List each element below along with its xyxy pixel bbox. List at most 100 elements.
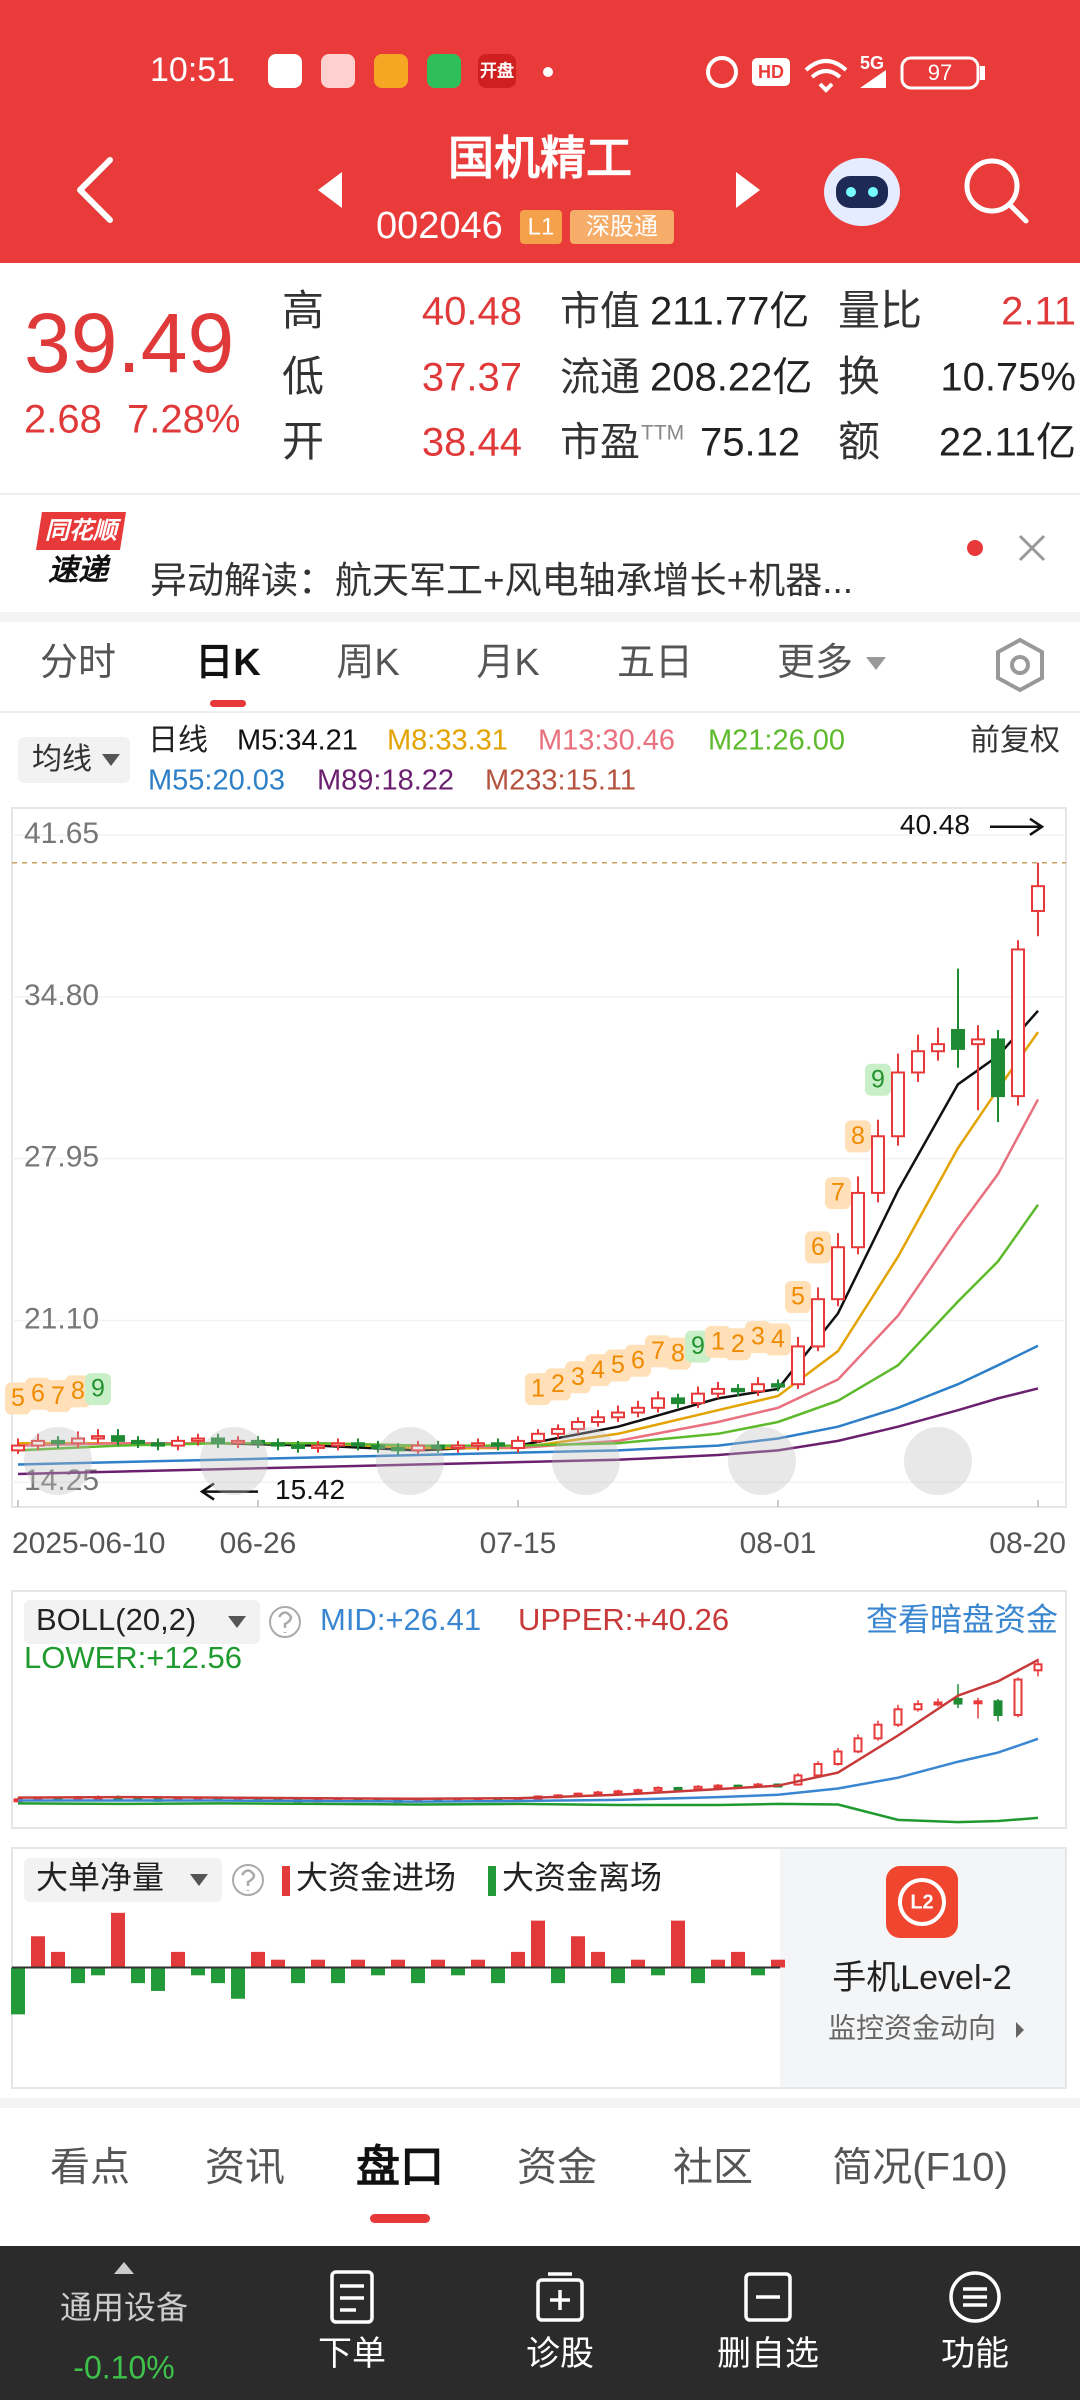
nav-item[interactable]: 功能	[941, 2335, 1009, 2373]
candle-body	[511, 1439, 525, 1449]
settings-button[interactable]	[996, 637, 1044, 693]
td-count: 7	[51, 1382, 65, 1410]
ma-legend: M55:20.03	[148, 765, 285, 797]
search-button[interactable]	[964, 158, 1020, 214]
td-count: 3	[751, 1323, 765, 1351]
td-tag	[565, 1361, 591, 1394]
menu-icon-lines	[963, 2287, 987, 2307]
help-icon[interactable]	[269, 1606, 301, 1638]
flow-bar	[731, 1951, 745, 1968]
flow-title: 大单净量	[36, 1859, 164, 1895]
candle-body	[591, 1416, 605, 1423]
sector-name[interactable]: 通用设备	[60, 2289, 188, 2325]
stat-value: 211.77亿	[650, 290, 809, 334]
nav-item[interactable]: 删自选	[717, 2335, 819, 2373]
help-icon[interactable]	[232, 1864, 264, 1896]
flow-bar	[111, 1912, 125, 1968]
td-count: 2	[731, 1330, 745, 1358]
td-count: 1	[531, 1375, 545, 1403]
candle-body	[973, 1700, 983, 1705]
chart-control[interactable]	[728, 1427, 796, 1495]
bottom-tab[interactable]: 资讯	[205, 2146, 285, 2190]
tab[interactable]: 分时	[40, 642, 116, 684]
chart-control[interactable]	[904, 1427, 972, 1495]
tab[interactable]: 更多	[777, 642, 853, 684]
adjust-label[interactable]: 前复权	[970, 724, 1060, 757]
bottom-tab[interactable]: 看点	[50, 2146, 130, 2190]
candle-body	[631, 1406, 645, 1414]
stat-label: 高	[282, 287, 324, 334]
change-pct: 7.28%	[127, 398, 240, 442]
chart-control[interactable]	[200, 1427, 268, 1495]
bottom-tab[interactable]: 盘口	[356, 2143, 444, 2192]
candle-body	[971, 1038, 985, 1046]
hd-badge	[752, 58, 790, 86]
price: 39.49	[24, 296, 234, 390]
news-close[interactable]	[1018, 534, 1046, 562]
chart-control[interactable]	[376, 1427, 444, 1495]
status-icon	[321, 54, 355, 88]
chart-control[interactable]	[552, 1427, 620, 1495]
x-tick-label: 08-20	[989, 1527, 1066, 1560]
net-text: 5G	[860, 53, 884, 73]
nav-item[interactable]: 下单	[318, 2335, 386, 2373]
nav-bg	[0, 2246, 1080, 2400]
menu-icon	[949, 2271, 1001, 2323]
td-count: 9	[871, 1065, 885, 1093]
td-tag	[625, 1344, 651, 1377]
candle-body	[111, 1435, 125, 1442]
candle-body	[673, 1786, 683, 1791]
td-tag	[705, 1325, 731, 1358]
candle-body	[931, 1043, 945, 1053]
candle-body	[451, 1444, 465, 1449]
kline-frame	[11, 807, 1067, 1508]
td-tag	[825, 1177, 851, 1210]
ma-button[interactable]	[18, 737, 130, 783]
tab[interactable]: 日K	[195, 642, 261, 684]
dark-pool-link[interactable]: 查看暗盘资金	[866, 1601, 1058, 1637]
change: 2.68	[24, 398, 102, 442]
stat-value: 2.11	[1001, 290, 1076, 334]
candle-body	[1033, 1663, 1043, 1672]
candle-body	[991, 1038, 1005, 1098]
stat-value: 40.48	[422, 290, 522, 334]
flow-bar	[711, 1959, 725, 1968]
bottom-tab[interactable]: 社区	[673, 2146, 753, 2190]
candle-body	[833, 1750, 843, 1766]
tab[interactable]: 月K	[476, 642, 539, 684]
promo-icon-ring	[898, 1878, 946, 1926]
chart-control[interactable]	[24, 1427, 92, 1495]
candle-body	[411, 1444, 425, 1452]
td-tag	[525, 1373, 551, 1406]
tab[interactable]: 五日	[617, 642, 693, 684]
td-tag	[545, 1368, 571, 1401]
boll-arrow	[228, 1616, 246, 1628]
tab[interactable]: 周K	[336, 642, 399, 684]
flow-button[interactable]	[24, 1858, 222, 1902]
help-mark	[240, 1869, 256, 1891]
bottom-tab[interactable]: 简况(F10)	[832, 2146, 1008, 2190]
news-text[interactable]: 异动解读：航天军工+风电轴承增长+机器...	[150, 560, 853, 601]
boll-line	[17, 1658, 1039, 1801]
boll-button[interactable]	[24, 1600, 260, 1644]
candle-body	[771, 1383, 785, 1388]
candle-body	[933, 1701, 943, 1706]
td-count: 2	[551, 1370, 565, 1398]
flow-bar	[11, 1967, 25, 2015]
period-label: 日线	[148, 724, 208, 757]
back-button[interactable]	[77, 157, 113, 223]
flow-bar	[331, 1967, 345, 1984]
status-icon	[268, 54, 302, 88]
help-mark	[277, 1611, 293, 1633]
next-stock[interactable]	[736, 172, 760, 208]
flow-bar	[671, 1920, 685, 1968]
ma-legend: M233:15.11	[485, 765, 636, 797]
td-tag	[45, 1380, 71, 1413]
flow-bar	[291, 1967, 305, 1984]
prev-stock[interactable]	[318, 172, 342, 208]
nav-item[interactable]: 诊股	[526, 2335, 594, 2373]
bottom-tab[interactable]: 资金	[517, 2146, 597, 2190]
news-logo-text: 速递	[48, 554, 111, 587]
td-tag	[5, 1382, 31, 1415]
x-tick-label: 08-01	[740, 1527, 817, 1560]
